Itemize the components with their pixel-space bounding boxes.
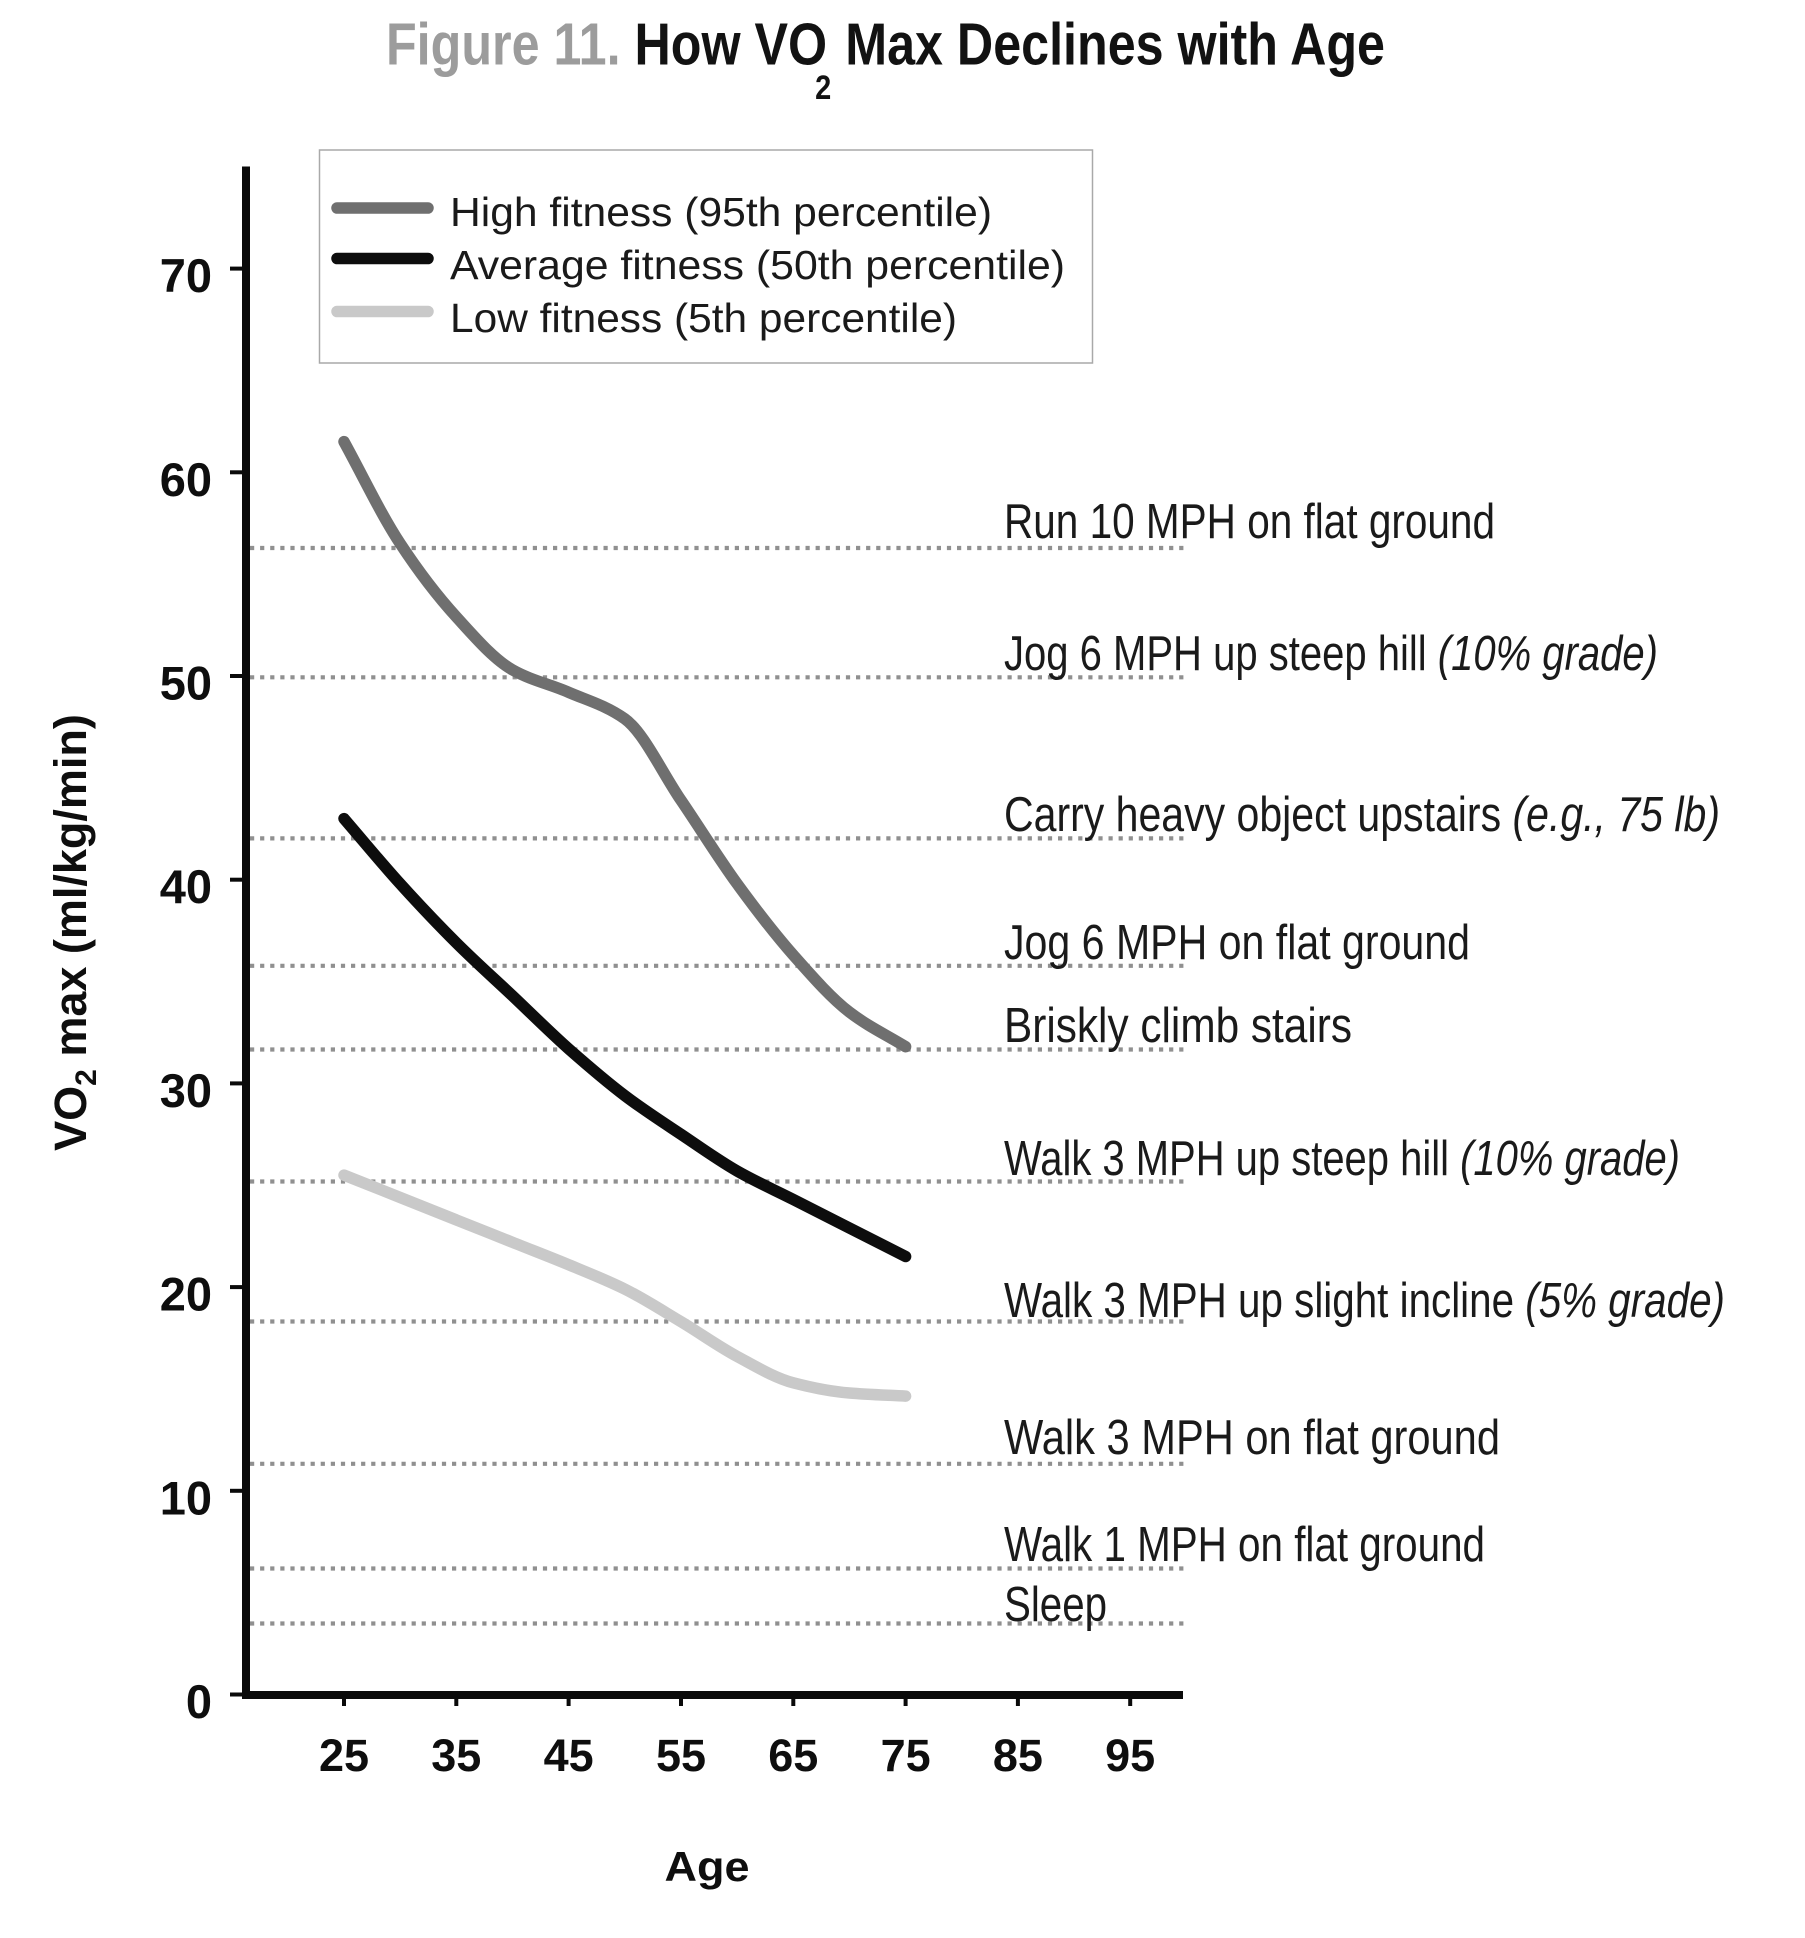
svg-text:Run 10 MPH on flat ground: Run 10 MPH on flat ground	[1004, 495, 1495, 549]
svg-text:Age: Age	[665, 1843, 750, 1890]
svg-text:Carry heavy object upstairs (e: Carry heavy object upstairs (e.g., 75 lb…	[1004, 788, 1720, 842]
svg-text:70: 70	[160, 249, 212, 302]
svg-text:Average fitness (50th percenti: Average fitness (50th percentile)	[450, 242, 1065, 288]
svg-text:40: 40	[160, 860, 212, 913]
svg-text:VO2 max (ml/kg/min): VO2 max (ml/kg/min)	[45, 714, 103, 1151]
svg-text:Figure 11. How VO2 Max Decline: Figure 11. How VO 2 Max Declines with Age	[386, 12, 1385, 108]
svg-text:Walk 3 MPH up slight incline (: Walk 3 MPH up slight incline (5% grade)	[1004, 1274, 1725, 1328]
svg-text:20: 20	[160, 1268, 212, 1321]
svg-text:55: 55	[656, 1730, 706, 1781]
svg-text:85: 85	[993, 1730, 1043, 1781]
svg-text:65: 65	[768, 1730, 818, 1781]
svg-text:60: 60	[160, 453, 212, 506]
svg-text:Briskly climb stairs: Briskly climb stairs	[1004, 999, 1352, 1053]
svg-text:High fitness (95th percentile): High fitness (95th percentile)	[450, 189, 992, 235]
svg-text:Walk 3 MPH on flat ground: Walk 3 MPH on flat ground	[1004, 1411, 1500, 1465]
svg-text:35: 35	[431, 1730, 481, 1781]
svg-text:Sleep: Sleep	[1004, 1578, 1107, 1632]
svg-text:Jog 6 MPH up steep hill (10% g: Jog 6 MPH up steep hill (10% grade)	[1004, 627, 1658, 681]
svg-text:0: 0	[186, 1675, 212, 1728]
svg-text:50: 50	[160, 657, 212, 710]
svg-text:Walk 1 MPH on flat ground: Walk 1 MPH on flat ground	[1004, 1518, 1485, 1572]
svg-text:95: 95	[1105, 1730, 1155, 1781]
svg-text:Low fitness (5th percentile): Low fitness (5th percentile)	[450, 295, 957, 341]
svg-text:25: 25	[319, 1730, 369, 1781]
svg-text:45: 45	[544, 1730, 594, 1781]
svg-text:Jog 6 MPH on flat ground: Jog 6 MPH on flat ground	[1004, 916, 1470, 970]
svg-text:30: 30	[160, 1064, 212, 1117]
svg-text:75: 75	[881, 1730, 931, 1781]
svg-text:10: 10	[160, 1471, 212, 1524]
svg-text:Walk 3 MPH up steep hill (10%: Walk 3 MPH up steep hill (10% grade)	[1004, 1132, 1680, 1186]
